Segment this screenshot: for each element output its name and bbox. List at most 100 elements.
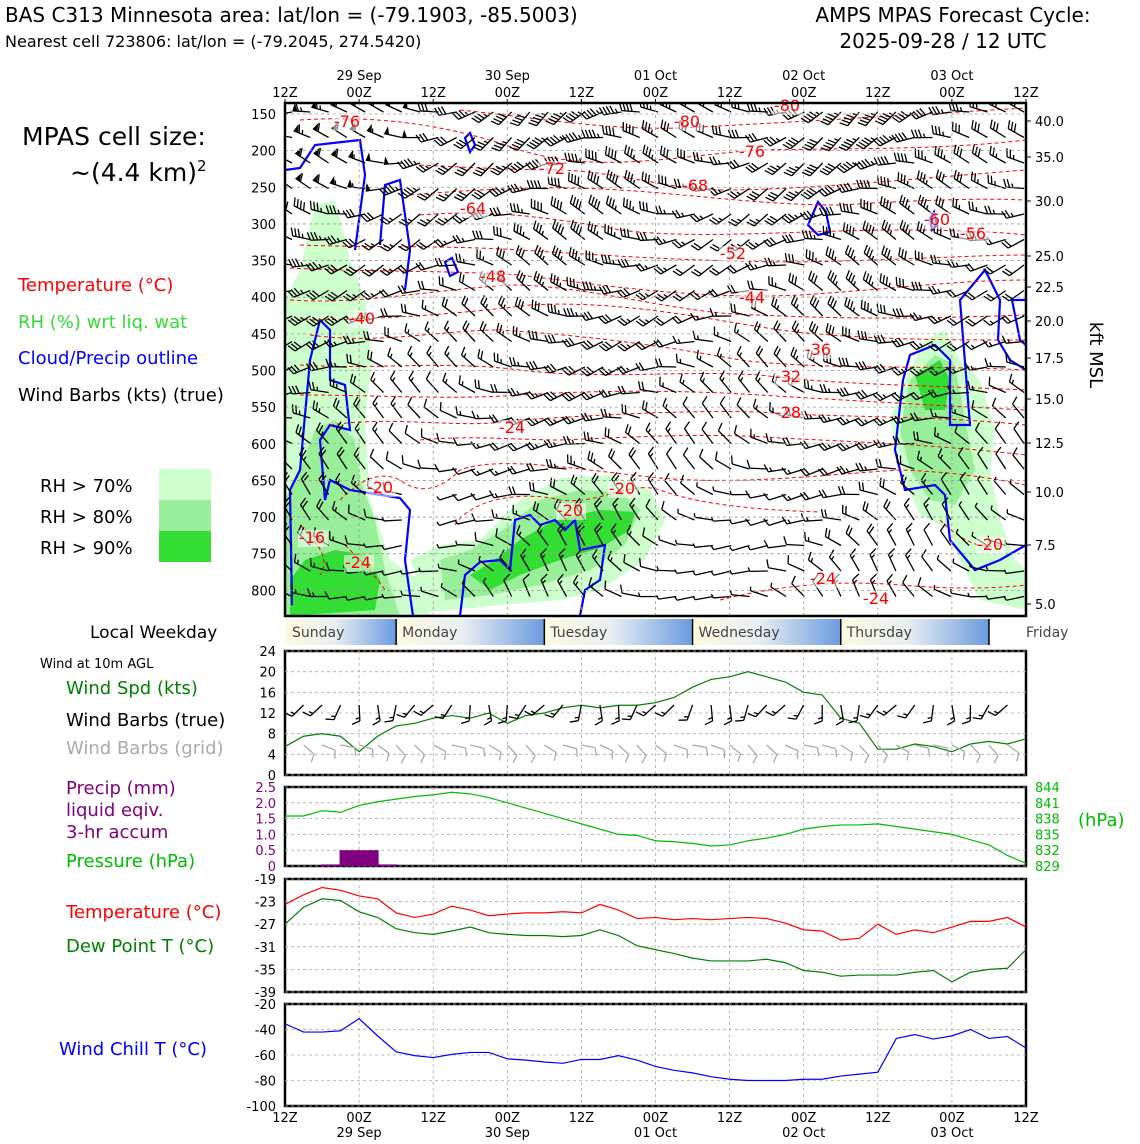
barb-flag <box>764 492 769 501</box>
wind-barb <box>712 486 732 494</box>
barb-shaft <box>622 111 640 112</box>
barb-shaft <box>972 291 987 300</box>
precip-tick-label: 2.5 <box>255 781 276 796</box>
barb-flag <box>896 308 899 316</box>
temp-label: -24 <box>863 589 889 608</box>
wind-barb <box>698 372 718 393</box>
barb-flag <box>471 492 476 501</box>
barb-flag <box>858 199 864 208</box>
pressure-label: Pressure (hPa) <box>66 851 195 872</box>
wind-barb <box>1002 259 1024 278</box>
barb-flag <box>663 473 671 480</box>
barb-shaft <box>953 130 970 137</box>
barb-flag <box>665 447 673 454</box>
wind-barb <box>528 107 548 128</box>
barb-flag <box>473 532 478 541</box>
wind-barb <box>876 175 898 188</box>
wind-barb <box>691 259 712 278</box>
wind-barb <box>782 461 804 475</box>
wind-barb <box>425 346 445 367</box>
barb-shaft <box>442 305 456 316</box>
barb-shaft <box>385 291 402 298</box>
wind-barb <box>691 233 713 252</box>
barb-shaft <box>425 329 438 341</box>
barb-shaft <box>551 282 567 291</box>
barb-shaft <box>768 441 786 443</box>
wind-barb <box>820 157 841 177</box>
barb-flag <box>701 396 709 403</box>
barb-flag <box>644 232 647 240</box>
barb-shaft <box>665 481 677 495</box>
barb-half-flag <box>277 586 280 590</box>
barb-half-flag <box>851 555 855 558</box>
height-tick-label: 15.0 <box>1035 393 1064 408</box>
barb-shaft <box>861 207 878 214</box>
wind-barb <box>658 146 680 163</box>
height-tick-label: 12.5 <box>1035 437 1064 452</box>
barb-shaft <box>991 291 1006 301</box>
barb-shaft <box>951 110 969 112</box>
wind-barb <box>892 130 914 143</box>
wind-chill-panel: Wind Chill T (°C) -20-40-60-80-100 <box>59 998 1026 1115</box>
barb-half-flag <box>675 569 677 573</box>
barb-flag <box>696 152 700 160</box>
wind-barb <box>419 300 441 316</box>
barb-flag <box>403 425 410 433</box>
barb-half-flag <box>721 378 725 382</box>
barb-flag <box>278 255 282 263</box>
wind-barb <box>331 147 351 163</box>
top-tick-label: 00Z <box>643 86 669 101</box>
barb-flag <box>592 130 595 138</box>
barb-shaft <box>1006 187 1024 188</box>
barb-flag <box>277 285 281 293</box>
barb-flag <box>443 346 451 354</box>
barb-shaft <box>788 564 804 571</box>
height-tick-label: 7.5 <box>1035 539 1056 554</box>
barb-shaft <box>660 385 677 392</box>
pressure-tick-label: 832 <box>1035 844 1060 859</box>
wind-barb <box>875 459 897 469</box>
wind-barb <box>636 334 658 351</box>
wind-barb <box>746 487 768 499</box>
wind-barb <box>381 308 402 316</box>
wind-barb <box>735 346 755 367</box>
barb-shaft <box>934 233 951 240</box>
wind-barb <box>874 385 896 402</box>
barb-flag <box>417 460 420 468</box>
pressure-tick-label: 829 <box>1035 860 1060 875</box>
barb-shaft <box>990 128 1005 138</box>
barb-flag <box>565 454 570 463</box>
barb-flag <box>424 103 427 111</box>
barb-half-flag <box>535 419 538 423</box>
barb-half-flag <box>757 378 761 382</box>
wind-barb <box>681 397 701 418</box>
barb-flag <box>556 178 561 186</box>
wind-barb <box>690 207 712 223</box>
temp-label: -60 <box>924 210 950 229</box>
wind-barb <box>513 297 535 316</box>
barb-flag <box>785 555 791 564</box>
barb-flag <box>629 472 637 479</box>
barb-half-flag <box>663 267 666 271</box>
barb-shaft <box>660 104 676 112</box>
cell-size-line1: MPAS cell size: <box>22 122 206 151</box>
barb-flag <box>986 377 992 386</box>
barb-flag <box>604 126 609 134</box>
barb-shaft <box>915 290 933 291</box>
barb-half-flag <box>374 403 378 407</box>
barb-shaft <box>755 329 768 341</box>
bottom-date-label: 01 Oct <box>634 1126 677 1140</box>
barb-shaft <box>808 189 823 200</box>
precip-tick-label: 1.0 <box>255 828 276 843</box>
barb-flag <box>639 172 645 180</box>
barb-shaft <box>995 429 1005 444</box>
barb-flag <box>930 255 934 263</box>
wind-barb <box>910 105 932 120</box>
barb-flag <box>529 199 535 208</box>
wind-barb <box>675 540 695 546</box>
chill-tick-label: -60 <box>255 1049 276 1064</box>
barb-flag <box>732 130 735 138</box>
barb-shaft <box>606 204 621 214</box>
barb-flag <box>492 353 497 362</box>
wind-barb <box>861 221 883 240</box>
